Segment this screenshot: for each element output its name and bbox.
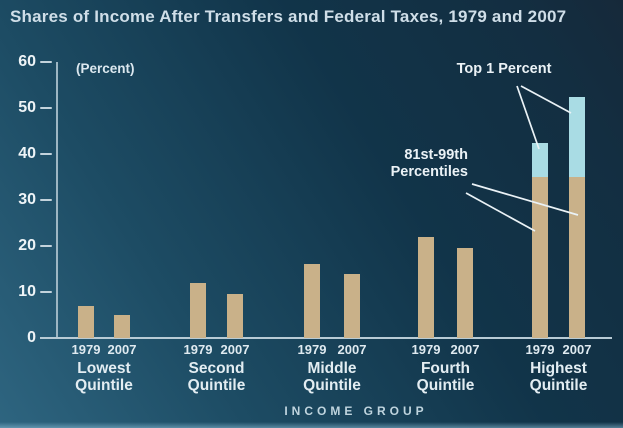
y-tick-mark-40 <box>40 153 52 155</box>
year-label-2007-lowest: 2007 <box>107 342 137 357</box>
leader-line-top1-2007 <box>520 85 572 114</box>
y-tick-label-50: 50 <box>18 99 36 116</box>
group-label-line: Highest <box>530 360 587 377</box>
year-label-1979-fourth: 1979 <box>411 342 441 357</box>
group-label-line: Lowest <box>77 360 131 377</box>
year-label-1979-lowest: 1979 <box>71 342 101 357</box>
group-label-lowest: Lowest Quintile <box>39 360 169 394</box>
bar-1979-lowest <box>78 305 94 338</box>
year-label-1979-highest: 1979 <box>525 342 555 357</box>
year-label-2007-middle: 2007 <box>337 342 367 357</box>
group-label-line: Second <box>188 360 245 377</box>
y-tick-mark-60 <box>40 61 52 63</box>
y-tick-mark-30 <box>40 199 52 201</box>
bar-1979-highest-top1 <box>532 142 548 177</box>
year-label-2007-fourth: 2007 <box>450 342 480 357</box>
bar-1979-fourth <box>418 236 434 338</box>
group-label-line: Quintile <box>187 376 246 394</box>
bar-1979-highest <box>532 177 548 338</box>
year-label-1979-middle: 1979 <box>297 342 327 357</box>
group-label-middle: Middle Quintile <box>267 360 397 394</box>
group-label-second: Second Quintile <box>152 360 282 394</box>
y-axis-line <box>56 62 58 338</box>
y-axis-unit-label: (Percent) <box>76 61 135 76</box>
y-tick-mark-10 <box>40 291 52 293</box>
group-label-line: Quintile <box>75 376 133 394</box>
y-tick-mark-50 <box>40 107 52 109</box>
bar-2007-fourth <box>457 248 473 338</box>
y-tick-label-10: 10 <box>18 283 36 300</box>
x-axis-baseline <box>40 337 612 339</box>
x-axis-title: INCOME GROUP <box>284 404 428 418</box>
y-tick-label-40: 40 <box>18 145 36 162</box>
bar-1979-second <box>190 282 206 338</box>
y-tick-label-30: 30 <box>18 191 36 208</box>
year-label-2007-highest: 2007 <box>562 342 592 357</box>
group-label-line: Fourth <box>420 360 471 377</box>
annotation-top-1-percent: Top 1 Percent <box>456 61 552 77</box>
year-label-1979-second: 1979 <box>183 342 213 357</box>
group-label-line: Middle <box>307 360 357 377</box>
bar-2007-lowest <box>114 315 130 338</box>
bar-2007-highest-top1 <box>569 96 585 177</box>
bar-2007-second <box>227 294 243 338</box>
bar-2007-highest <box>569 177 585 338</box>
bottom-edge-highlight <box>0 422 623 428</box>
y-tick-label-20: 20 <box>18 237 36 254</box>
bar-2007-middle <box>344 273 360 338</box>
group-label-line: Quintile <box>416 376 475 394</box>
annotation-8199-line1: 81st-99th <box>404 147 468 163</box>
group-label-fourth: Fourth Quintile <box>381 360 511 394</box>
group-label-line: Quintile <box>303 376 361 394</box>
annotation-8199-line2: Percentiles <box>390 163 468 180</box>
chart-title: Shares of Income After Transfers and Fed… <box>10 7 567 26</box>
y-tick-label-60: 60 <box>18 53 36 70</box>
annotation-81st-99th-percentiles: 81st-99th Percentiles <box>348 147 468 180</box>
y-tick-mark-20 <box>40 245 52 247</box>
leader-line-top1-1979 <box>516 85 540 150</box>
leader-line-8199-2007 <box>471 183 579 216</box>
group-label-highest: Highest Quintile <box>494 360 623 394</box>
leader-line-8199-1979 <box>465 192 536 232</box>
y-tick-label-0: 0 <box>27 329 36 346</box>
bar-1979-middle <box>304 264 320 338</box>
year-label-2007-second: 2007 <box>220 342 250 357</box>
group-label-line: Quintile <box>529 376 588 394</box>
